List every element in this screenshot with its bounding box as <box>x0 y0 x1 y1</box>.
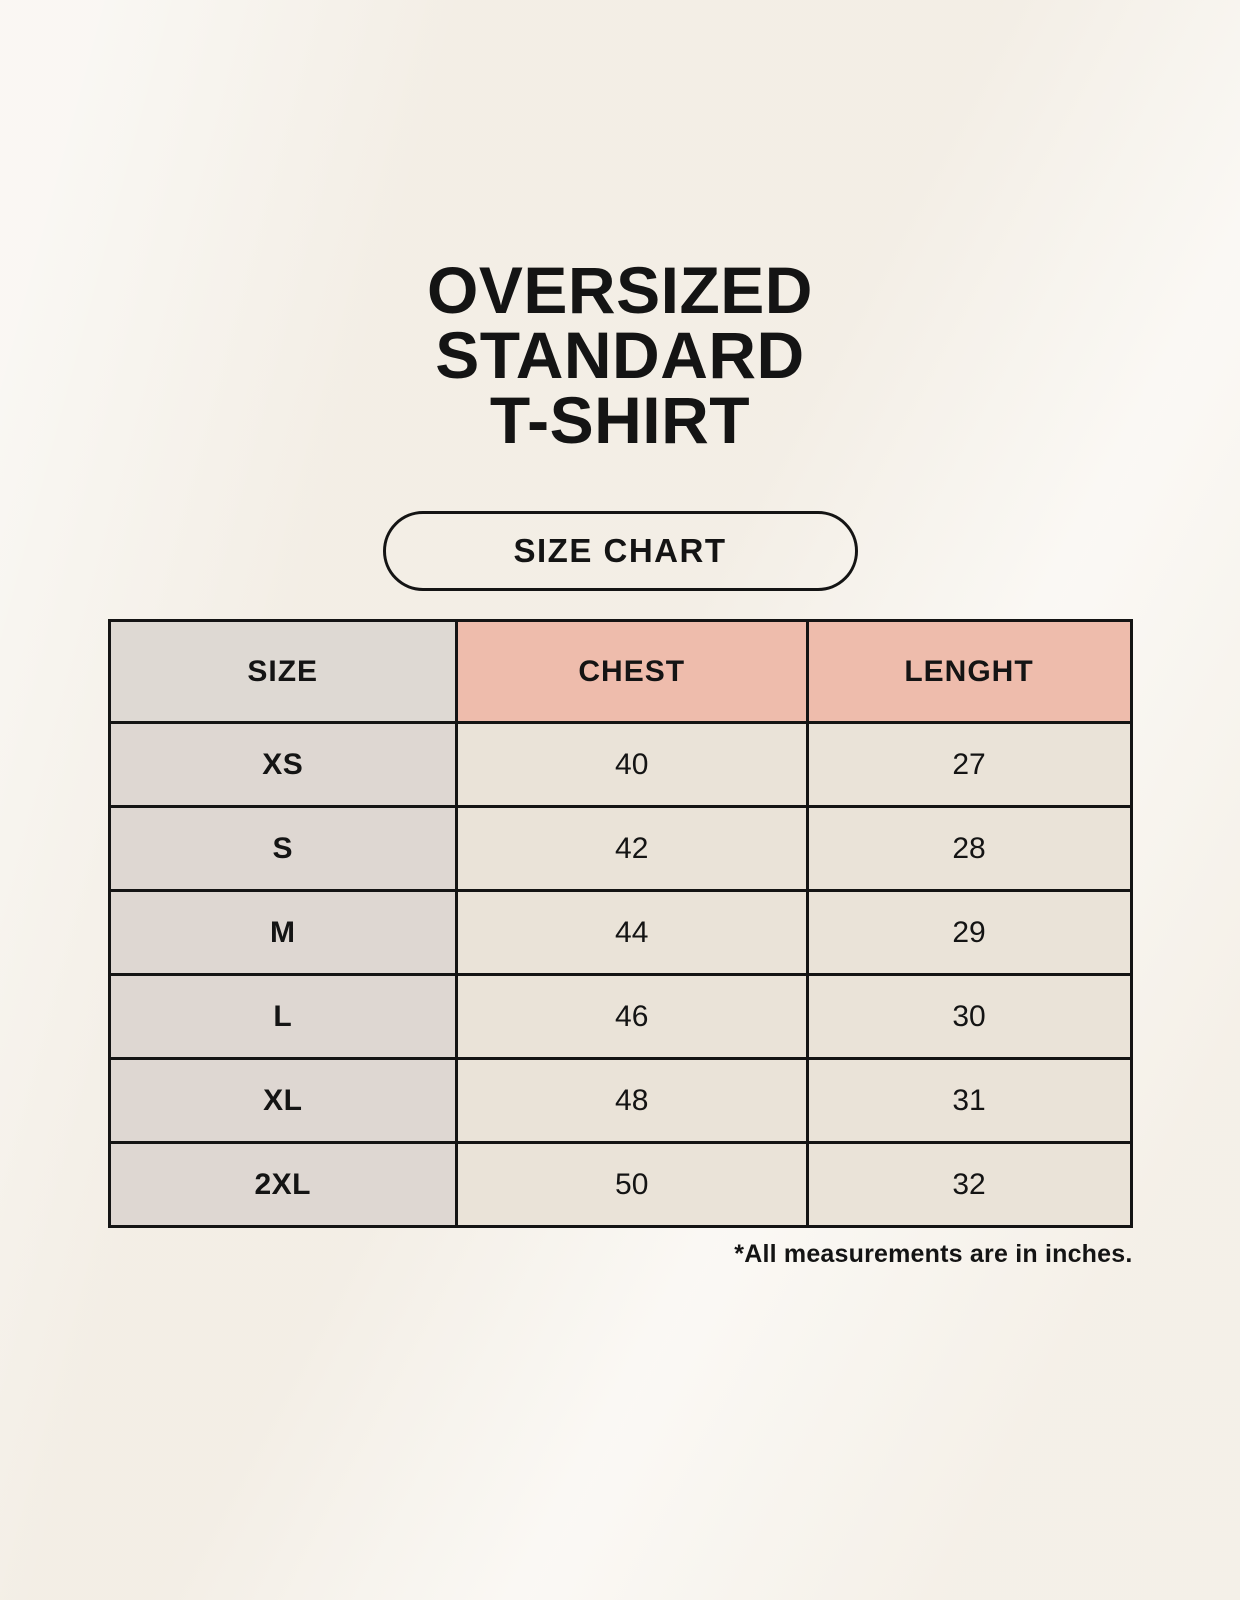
length-cell: 30 <box>805 973 1133 1060</box>
table-row: S 42 28 <box>107 805 1133 892</box>
length-cell: 27 <box>805 721 1133 808</box>
column-header-chest: CHEST <box>454 619 809 724</box>
page-title-line-1: OVERSIZED <box>427 253 813 327</box>
size-chart-table: SIZE CHEST LENGHT XS 40 27 S 42 28 M 44 … <box>107 619 1133 1228</box>
chest-cell: 46 <box>454 973 809 1060</box>
column-header-size: SIZE <box>107 619 458 724</box>
chest-cell: 48 <box>454 1057 809 1144</box>
page-title: OVERSIZED STANDARD T-SHIRT <box>108 0 1133 453</box>
length-cell: 28 <box>805 805 1133 892</box>
size-cell: XL <box>107 1057 458 1144</box>
size-cell: M <box>107 889 458 976</box>
size-cell: XS <box>107 721 458 808</box>
length-cell: 31 <box>805 1057 1133 1144</box>
page-title-line-3: T-SHIRT <box>489 383 751 457</box>
chest-cell: 40 <box>454 721 809 808</box>
table-row: XS 40 27 <box>107 721 1133 808</box>
size-cell: S <box>107 805 458 892</box>
chest-cell: 42 <box>454 805 809 892</box>
size-chart-page: OVERSIZED STANDARD T-SHIRT SIZE CHART SI… <box>107 0 1133 1269</box>
chest-cell: 44 <box>454 889 809 976</box>
size-chart-button[interactable]: SIZE CHART <box>382 511 858 591</box>
table-header: SIZE CHEST LENGHT <box>107 619 1133 724</box>
measurements-footnote: *All measurements are in inches. <box>734 1240 1133 1268</box>
table-row: M 44 29 <box>107 889 1133 976</box>
table-row: L 46 30 <box>107 973 1133 1060</box>
size-cell: L <box>107 973 458 1060</box>
table-body: XS 40 27 S 42 28 M 44 29 L 46 30 XL 48 <box>107 721 1133 1228</box>
length-cell: 29 <box>805 889 1133 976</box>
length-cell: 32 <box>805 1141 1133 1228</box>
table-row: 2XL 50 32 <box>107 1141 1133 1228</box>
page-title-line-2: STANDARD <box>435 318 805 392</box>
size-cell: 2XL <box>107 1141 458 1228</box>
table-row: XL 48 31 <box>107 1057 1133 1144</box>
table-header-row: SIZE CHEST LENGHT <box>107 619 1133 724</box>
chest-cell: 50 <box>454 1141 809 1228</box>
column-header-length: LENGHT <box>805 619 1133 724</box>
